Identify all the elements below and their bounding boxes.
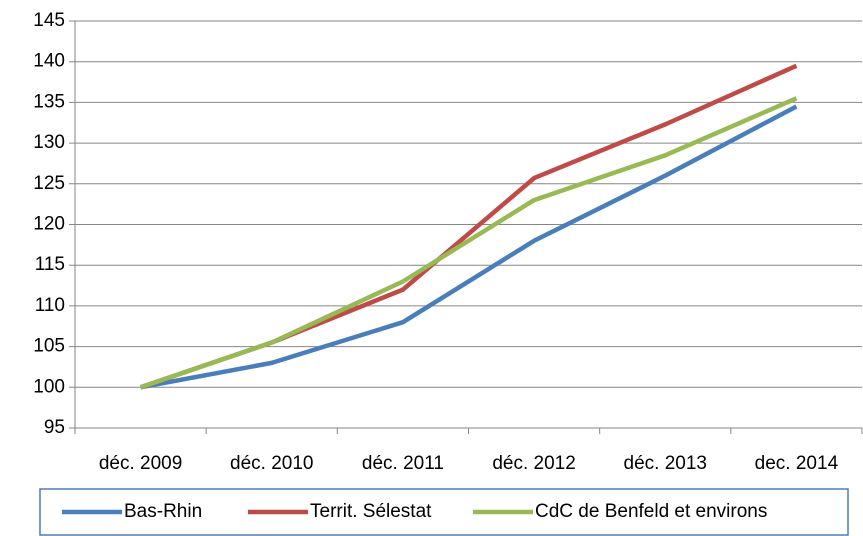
series-line [139, 63, 798, 390]
legend-label: CdC de Benfeld et environs [535, 501, 767, 522]
y-tick-label: 110 [35, 295, 65, 316]
y-tick-label: 95 [44, 417, 65, 438]
y-tick-label: 145 [33, 10, 65, 31]
x-tick-label: déc. 2011 [362, 453, 444, 474]
y-tick-label: 135 [33, 91, 65, 112]
x-tick-label: déc. 2010 [230, 453, 313, 474]
x-tick-label: déc. 2012 [492, 453, 575, 474]
legend-box [39, 488, 849, 536]
y-tick-label: 140 [33, 51, 65, 72]
y-tick-label: 105 [33, 336, 65, 357]
x-tick-label: dec. 2014 [755, 453, 839, 474]
y-tick-label: 115 [35, 254, 65, 275]
x-tick-label: déc. 2013 [624, 453, 707, 474]
y-tick-label: 120 [33, 214, 65, 235]
y-tick-label: 100 [33, 376, 65, 397]
series-line [139, 96, 798, 390]
y-tick-label: 130 [33, 132, 65, 153]
series-line [140, 104, 798, 390]
y-tick-label: 125 [33, 173, 65, 194]
legend-label: Territ. Sélestat [310, 501, 432, 522]
x-tick-label: déc. 2009 [99, 453, 182, 474]
legend-label: Bas-Rhin [124, 501, 202, 522]
